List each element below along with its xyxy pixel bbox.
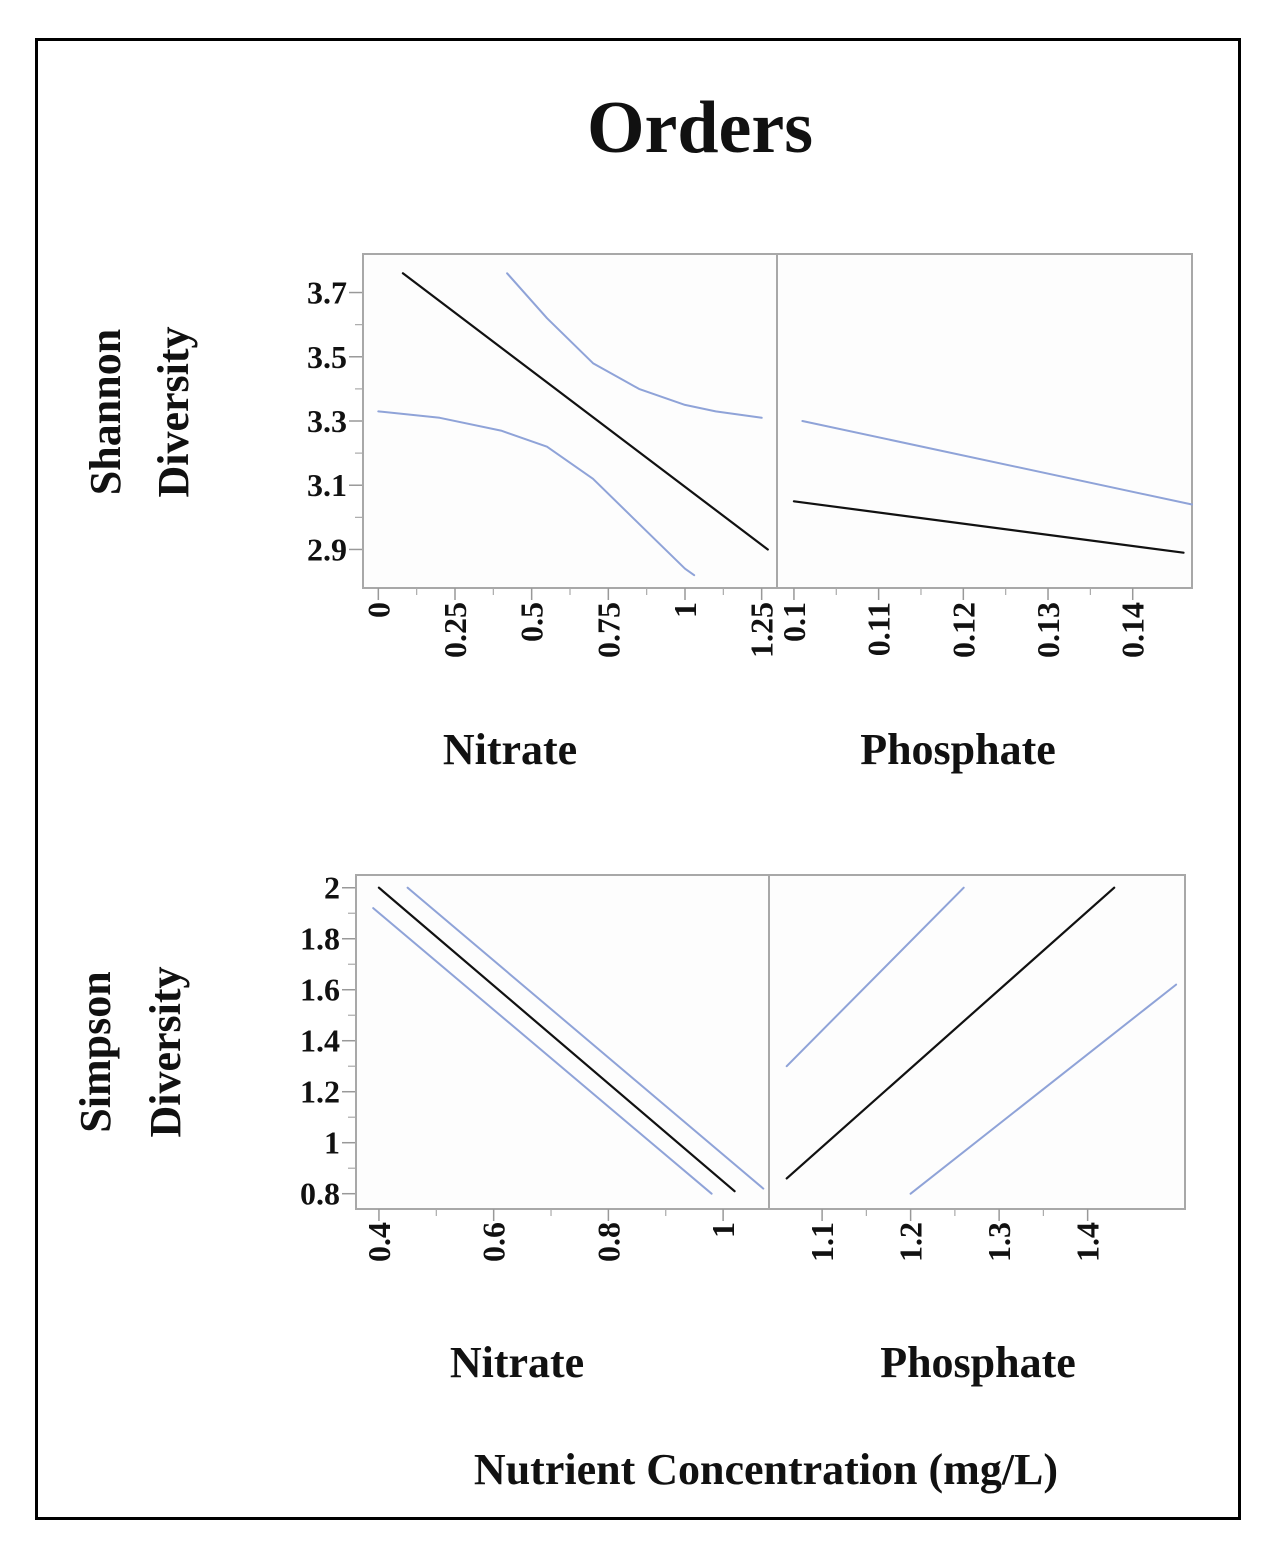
series-line-upper-ci [785, 886, 965, 1068]
x-tick-label: 0.13 [1030, 602, 1066, 658]
x-axis-label-phosphate: Phosphate [880, 1338, 1076, 1387]
x-tick-label: 0.14 [1115, 602, 1151, 658]
x-tick-label: 1.1 [804, 1222, 840, 1262]
y-tick-label: 0.8 [300, 1176, 340, 1212]
x-tick-label: 1.3 [981, 1222, 1017, 1262]
plot-panel-nitrate [355, 874, 770, 1210]
chart-0: Shannon Diversity 3.7 3.5 3.3 3.1 2.9 0 0.25 0.5 0… [81, 253, 1193, 774]
series-line-upper-ci [506, 272, 763, 419]
x-tick-label: 0.8 [590, 1222, 626, 1262]
x-tick-label: 1 [705, 1222, 741, 1238]
series-line-fit [377, 886, 736, 1193]
y-tick-label: 3.1 [307, 467, 347, 503]
x-axis-label-phosphate: Phosphate [860, 725, 1056, 774]
x-axis-common-label: Nutrient Concentration (mg/L) [474, 1445, 1058, 1494]
y-tick-label: 1.8 [300, 921, 340, 957]
series-line-lower-ci [909, 983, 1178, 1195]
x-tick-label: 0.6 [476, 1222, 512, 1262]
x-tick-label: 0 [360, 602, 396, 618]
y-tick-label: 1.2 [300, 1074, 340, 1110]
series-line-upper-ci [406, 886, 765, 1190]
chart-title: Orders [587, 87, 813, 169]
y-tick-label: 3.3 [307, 403, 347, 439]
y-tick-label: 1.6 [300, 972, 340, 1008]
y-axis-label-line: Diversity [141, 966, 190, 1137]
plot-panel-phosphate [776, 253, 1193, 589]
plot-panel-nitrate [362, 253, 778, 589]
y-tick-label: 3.5 [307, 339, 347, 375]
y-axis-label-line: Simpson [71, 971, 120, 1132]
x-tick-label: 1.2 [893, 1222, 929, 1262]
x-axis-label-nitrate: Nitrate [450, 1338, 584, 1387]
series-line-lower-ci [377, 410, 696, 577]
figure-frame [35, 38, 1241, 1520]
y-axis-label-line: Shannon [81, 329, 130, 495]
x-axis-label-nitrate: Nitrate [443, 725, 577, 774]
series-line-fit [785, 886, 1116, 1180]
x-tick-label: 0.12 [945, 602, 981, 658]
y-axis-label-line: Diversity [149, 326, 198, 497]
x-tick-label: 0.1 [776, 602, 812, 642]
x-tick-label: 0.5 [514, 602, 550, 642]
y-tick-label: 1 [324, 1125, 340, 1161]
x-tick-label: 1.4 [1070, 1222, 1106, 1262]
x-tick-label: 1 [667, 602, 703, 618]
x-tick-label: 0.75 [590, 602, 626, 658]
x-tick-label: 1.25 [744, 602, 780, 658]
plot-panel-phosphate [768, 874, 1186, 1210]
y-tick-label: 2 [324, 870, 340, 906]
y-tick-label: 3.7 [307, 275, 347, 311]
x-tick-label: 0.11 [861, 602, 897, 656]
x-tick-label: 0.25 [437, 602, 473, 658]
y-tick-label: 2.9 [307, 531, 347, 567]
series-line-upper-ci [801, 420, 1193, 506]
series-line-lower-ci [372, 907, 713, 1195]
series-line-fit [792, 500, 1185, 554]
series-line-fit [401, 272, 769, 551]
x-tick-label: 0.4 [361, 1222, 397, 1262]
y-tick-label: 1.4 [300, 1023, 340, 1059]
chart-1: Simpson Diversity 2 1.8 1.6 1.4 1.2 1 0.8 0.4 0.6 0… [71, 870, 1186, 1387]
